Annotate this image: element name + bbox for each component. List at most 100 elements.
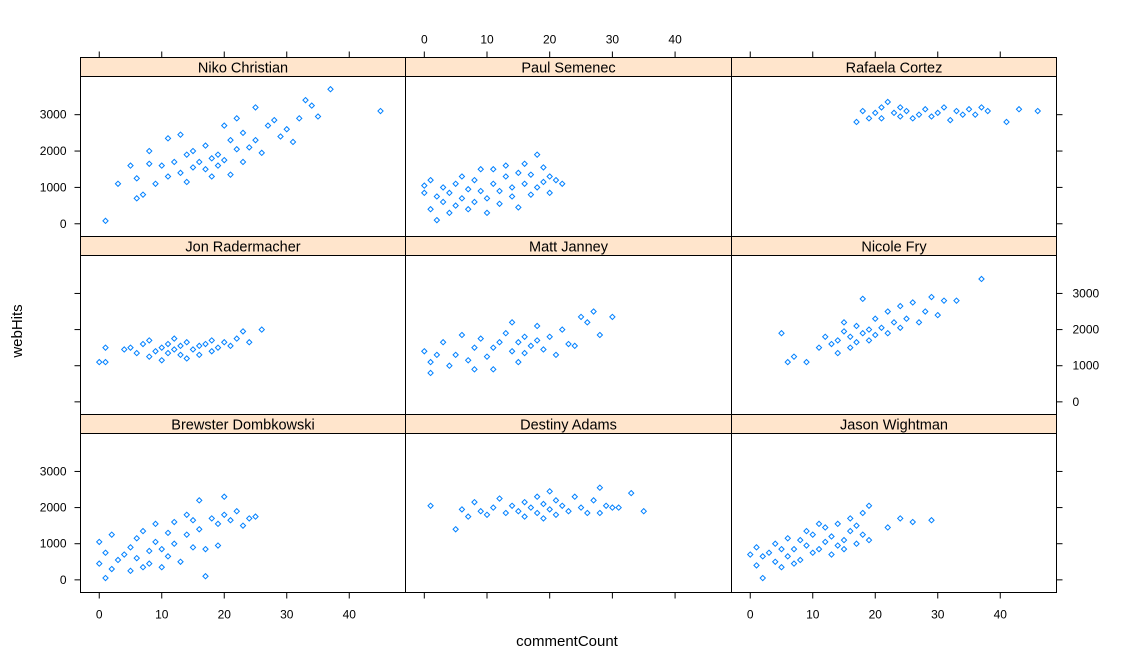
- data-point: [239, 158, 247, 166]
- data-point: [427, 205, 434, 213]
- data-point: [483, 209, 491, 217]
- axes-layer: 0 10 20 30 40 0 10 20 30 40 0 10 20 30 40 0 1000 2000 3000…: [40, 33, 1100, 622]
- data-point: [984, 107, 992, 115]
- data-point: [477, 507, 485, 515]
- data-point: [183, 355, 191, 362]
- data-point: [859, 329, 867, 337]
- data-point: [489, 165, 497, 173]
- x-tick-label: 20: [218, 608, 232, 622]
- data-point: [489, 504, 497, 511]
- data-point: [790, 545, 798, 553]
- data-point: [878, 104, 885, 111]
- data-point: [202, 340, 209, 348]
- data-point: [515, 358, 522, 366]
- data-point: [896, 515, 904, 522]
- x-tick-label: 0: [96, 608, 103, 622]
- data-point: [521, 180, 528, 188]
- data-point: [546, 488, 553, 495]
- data-point: [496, 187, 503, 195]
- y-tick-label: 0: [60, 217, 67, 231]
- data-point: [921, 308, 929, 315]
- data-point: [177, 351, 184, 359]
- data-point: [928, 293, 935, 301]
- data-point: [965, 105, 973, 113]
- data-point: [978, 104, 985, 111]
- data-point: [853, 338, 860, 346]
- data-point: [596, 484, 604, 492]
- y-tick-label: 2000: [1073, 323, 1100, 337]
- data-point: [840, 536, 848, 544]
- data-point: [515, 204, 522, 211]
- x-tick-label: 30: [606, 33, 620, 47]
- y-tick-label: 0: [1073, 395, 1080, 409]
- data-point: [533, 493, 541, 501]
- data-point: [295, 115, 303, 122]
- data-point: [921, 105, 929, 113]
- data-point: [227, 342, 234, 350]
- data-point: [784, 358, 792, 366]
- data-point: [258, 326, 266, 333]
- data-point: [177, 342, 184, 350]
- data-point: [853, 540, 860, 548]
- data-point: [214, 162, 222, 169]
- data-point: [264, 122, 272, 129]
- y-tick-label: 3000: [1073, 286, 1100, 300]
- data-point: [170, 158, 178, 166]
- data-point: [896, 113, 904, 120]
- data-point: [471, 498, 478, 506]
- panel: Jason Wightman: [731, 414, 1057, 593]
- data-point: [771, 540, 779, 548]
- data-point: [803, 358, 810, 366]
- data-point: [164, 135, 172, 142]
- data-point: [859, 531, 867, 538]
- data-point: [840, 545, 848, 553]
- data-point: [239, 522, 247, 529]
- data-point: [558, 326, 566, 333]
- data-point: [427, 502, 434, 510]
- data-point: [152, 180, 159, 188]
- data-point: [471, 176, 478, 184]
- data-point: [928, 113, 935, 120]
- data-point: [202, 142, 209, 149]
- data-point: [464, 185, 472, 193]
- data-point: [940, 104, 948, 111]
- data-point: [584, 319, 591, 326]
- data-point: [164, 173, 172, 180]
- data-point: [890, 319, 898, 326]
- data-point: [815, 545, 823, 553]
- panel-strip-label: Brewster Dombkowski: [171, 418, 314, 434]
- data-point: [102, 549, 109, 557]
- data-point: [139, 340, 147, 348]
- data-point: [252, 513, 259, 520]
- data-point: [471, 198, 478, 206]
- data-point: [245, 515, 253, 522]
- data-point: [790, 560, 798, 567]
- panel: Niko Christian: [80, 57, 406, 237]
- panel: Nicole Fry: [731, 236, 1057, 415]
- data-point: [627, 489, 635, 497]
- data-point: [189, 516, 197, 524]
- data-point: [108, 565, 116, 573]
- data-point: [496, 495, 503, 502]
- data-point: [164, 340, 172, 348]
- data-point: [865, 536, 873, 544]
- data-point: [133, 554, 141, 562]
- data-point: [446, 362, 453, 370]
- data-point: [846, 344, 854, 351]
- data-point: [828, 533, 835, 540]
- data-point: [145, 353, 153, 360]
- data-point: [145, 147, 153, 155]
- data-point: [552, 351, 560, 359]
- data-point: [189, 544, 197, 551]
- data-point: [971, 111, 979, 118]
- data-point: [439, 198, 447, 206]
- data-point: [521, 160, 528, 168]
- panel: Paul Semenec: [405, 57, 732, 237]
- data-point: [903, 107, 910, 115]
- data-point: [596, 331, 604, 339]
- data-point: [552, 511, 560, 519]
- data-point: [202, 545, 209, 553]
- data-point: [515, 169, 522, 177]
- data-point: [590, 497, 597, 504]
